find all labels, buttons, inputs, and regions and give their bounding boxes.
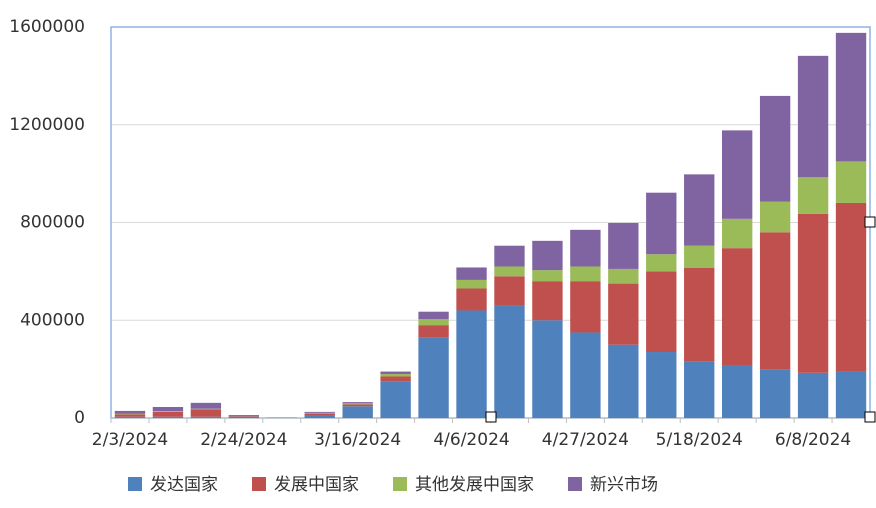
bar-segment — [608, 223, 638, 269]
bar-segment — [342, 406, 372, 418]
bar-segment — [456, 310, 486, 418]
legend-label: 新兴市场 — [590, 475, 658, 495]
bar-segment — [153, 417, 183, 418]
bar-segment — [532, 281, 562, 320]
x-tick-label: 4/27/2024 — [542, 430, 629, 450]
bar-segment — [305, 414, 335, 416]
bar-segment — [646, 254, 676, 271]
bar-segment — [380, 381, 410, 418]
bar-segment — [418, 319, 448, 325]
bar-segment — [760, 369, 790, 418]
bar-segment — [722, 130, 752, 218]
bar-segment — [684, 174, 714, 245]
x-tick-label: 2/3/2024 — [92, 430, 168, 450]
bar-segment — [798, 373, 828, 418]
bar-segment — [532, 320, 562, 418]
bar-segment — [418, 337, 448, 418]
bar-segment — [684, 246, 714, 268]
bar-segment — [722, 248, 752, 365]
bar-segment — [494, 306, 524, 418]
bar-segment — [191, 403, 221, 409]
legend-label: 发达国家 — [150, 475, 218, 495]
bar-segment — [229, 415, 259, 416]
bar-segment — [646, 352, 676, 418]
bar-segment — [570, 230, 600, 267]
bar-segment — [494, 276, 524, 305]
bar-segment — [836, 161, 866, 203]
y-tick-label: 1600000 — [9, 17, 85, 37]
bar-segment — [380, 374, 410, 376]
bar-segment — [191, 409, 221, 416]
bar-segment — [456, 288, 486, 310]
bar-segment — [608, 345, 638, 418]
y-tick-label: 400000 — [20, 310, 85, 330]
bar-segment — [684, 268, 714, 362]
x-tick-label: 4/6/2024 — [433, 430, 509, 450]
bar-segment — [115, 411, 145, 414]
bar-segment — [646, 271, 676, 352]
bar-segment — [191, 417, 221, 418]
bar-segment — [684, 362, 714, 418]
bar-segment — [342, 402, 372, 403]
x-tick-label: 2/24/2024 — [200, 430, 287, 450]
x-tick-label: 3/16/2024 — [314, 430, 401, 450]
legend-label: 其他发展中国家 — [415, 475, 534, 495]
bar-segment — [760, 96, 790, 202]
bar-segment — [153, 407, 183, 411]
bar-segment — [115, 417, 145, 418]
bar-segment — [760, 202, 790, 233]
y-tick-label: 800000 — [20, 213, 85, 233]
bar-segment — [456, 267, 486, 279]
bar-segment — [456, 280, 486, 289]
bar-segment — [608, 269, 638, 284]
bar-segment — [570, 266, 600, 281]
bar-segment — [798, 214, 828, 373]
bar-segment — [342, 403, 372, 404]
bar-segment — [836, 203, 866, 372]
bar-segment — [229, 417, 259, 418]
bar-segment — [798, 56, 828, 177]
bar-segment — [342, 404, 372, 406]
x-tick-label: 5/18/2024 — [656, 430, 743, 450]
bar-segment — [532, 241, 562, 270]
bar-segment — [532, 270, 562, 281]
legend-swatch — [568, 477, 582, 491]
bar-segment — [722, 219, 752, 248]
bar-segment — [153, 412, 183, 417]
bar-segment — [646, 193, 676, 255]
y-tick-label: 1200000 — [9, 115, 85, 135]
y-tick-label: 0 — [74, 408, 85, 428]
bar-segment — [305, 413, 335, 414]
bar-segment — [494, 266, 524, 276]
bar-segment — [494, 246, 524, 267]
bar-segment — [570, 332, 600, 418]
bar-segment — [153, 411, 183, 412]
bar-segment — [798, 177, 828, 214]
bar-segment — [836, 372, 866, 418]
bar-segment — [191, 409, 221, 410]
legend-label: 发展中国家 — [274, 475, 359, 495]
resize-handle — [865, 217, 875, 227]
bar-segment — [418, 325, 448, 337]
resize-handle — [865, 412, 875, 422]
bar-segment — [115, 414, 145, 416]
resize-handle — [486, 412, 496, 422]
x-tick-label: 6/8/2024 — [775, 430, 851, 450]
bar-segment — [836, 33, 866, 162]
bar-segment — [608, 284, 638, 345]
bar-segment — [418, 312, 448, 319]
bar-segment — [305, 416, 335, 418]
bar-segment — [570, 281, 600, 332]
legend-swatch — [128, 477, 142, 491]
bar-segment — [760, 232, 790, 369]
bar-segment — [380, 376, 410, 381]
legend-swatch — [393, 477, 407, 491]
legend-swatch — [252, 477, 266, 491]
bar-segment — [722, 365, 752, 418]
bar-segment — [305, 412, 335, 413]
bar-segment — [380, 372, 410, 374]
